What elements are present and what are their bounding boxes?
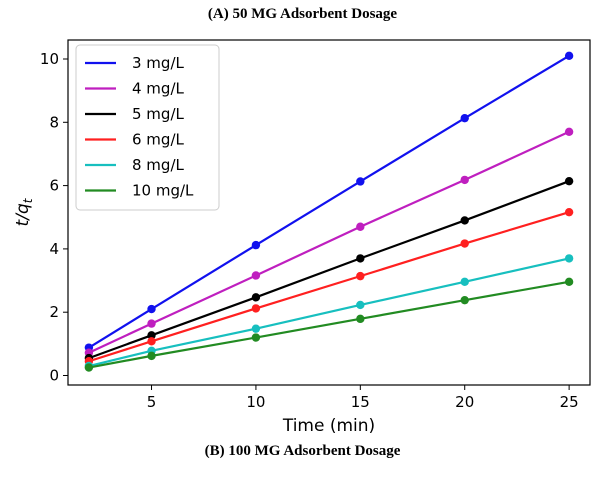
- data-point: [564, 207, 574, 217]
- data-point: [251, 333, 261, 342]
- legend-label: 4 mg/L: [132, 80, 184, 98]
- legend-label: 10 mg/L: [132, 182, 194, 200]
- data-point: [460, 277, 469, 287]
- data-point: [147, 351, 156, 361]
- data-point: [356, 222, 365, 231]
- x-tick-label: 25: [560, 393, 579, 411]
- series-layer: [84, 51, 574, 372]
- data-point: [147, 337, 156, 346]
- legend-box: [75, 44, 220, 211]
- series-line: [88, 130, 570, 354]
- y-tick-label: 10: [40, 50, 59, 68]
- legend-label: 6 mg/L: [132, 131, 184, 149]
- legend-label: 3 mg/L: [132, 54, 184, 72]
- data-point: [460, 113, 469, 123]
- axis-ticks: 5 10 15 20 25 0 2 4 6 8 10: [40, 50, 579, 411]
- chart-title-a: (A) 50 MG Adsorbent Dosage: [207, 6, 398, 22]
- legend: 3 mg/L 4 mg/L 5 mg/L 6 mg/L 8 mg/L 10 mg/L: [75, 44, 220, 211]
- data-point: [564, 254, 574, 263]
- series-line: [88, 257, 570, 368]
- data-point: [564, 127, 574, 136]
- data-point: [460, 295, 469, 305]
- legend-label: 8 mg/L: [132, 156, 184, 174]
- data-point: [460, 239, 469, 248]
- chart-title-b: (B) 100 MG Adsorbent Dosage: [204, 443, 401, 459]
- data-point: [147, 319, 156, 328]
- legend-label: 5 mg/L: [132, 105, 184, 123]
- data-point: [564, 176, 574, 186]
- data-point: [251, 271, 261, 280]
- y-tick-label: 6: [49, 177, 59, 195]
- plot-frame: [67, 39, 591, 386]
- line-chart: 5 10 15 20 25 0 2 4 6 8 10 3 mg/L 4 mg/L 5 mg/L 6 mg/…: [13, 39, 591, 436]
- data-point: [356, 271, 365, 281]
- data-point: [356, 254, 365, 263]
- data-point: [356, 314, 365, 324]
- y-tick-label: 8: [49, 113, 59, 131]
- data-point: [84, 363, 94, 372]
- y-tick-label: 0: [49, 367, 59, 385]
- series-3: [84, 207, 574, 366]
- data-point: [147, 331, 156, 340]
- data-point: [251, 324, 261, 333]
- x-tick-label: 10: [246, 393, 265, 411]
- series-0: [84, 51, 574, 352]
- y-tick-label: 2: [49, 303, 59, 321]
- plot-border: [67, 39, 591, 386]
- data-point: [564, 51, 574, 61]
- data-point: [251, 304, 261, 313]
- data-point: [251, 240, 261, 250]
- data-point: [460, 216, 469, 225]
- y-axis-label: t/qt: [13, 197, 35, 226]
- y-tick-label: 4: [49, 240, 59, 258]
- series-line: [88, 180, 570, 360]
- data-point: [564, 277, 574, 287]
- data-point: [356, 177, 365, 186]
- series-4: [84, 254, 574, 371]
- data-point: [460, 175, 469, 185]
- data-point: [251, 293, 261, 302]
- series-line: [88, 211, 570, 363]
- x-tick-label: 15: [351, 393, 370, 411]
- x-axis-label: Time (min): [282, 416, 375, 436]
- series-5: [84, 277, 574, 372]
- data-point: [147, 304, 156, 314]
- series-line: [88, 280, 570, 369]
- x-tick-label: 20: [455, 393, 474, 411]
- data-point: [356, 300, 365, 310]
- x-tick-label: 5: [147, 393, 157, 411]
- series-line: [88, 54, 570, 349]
